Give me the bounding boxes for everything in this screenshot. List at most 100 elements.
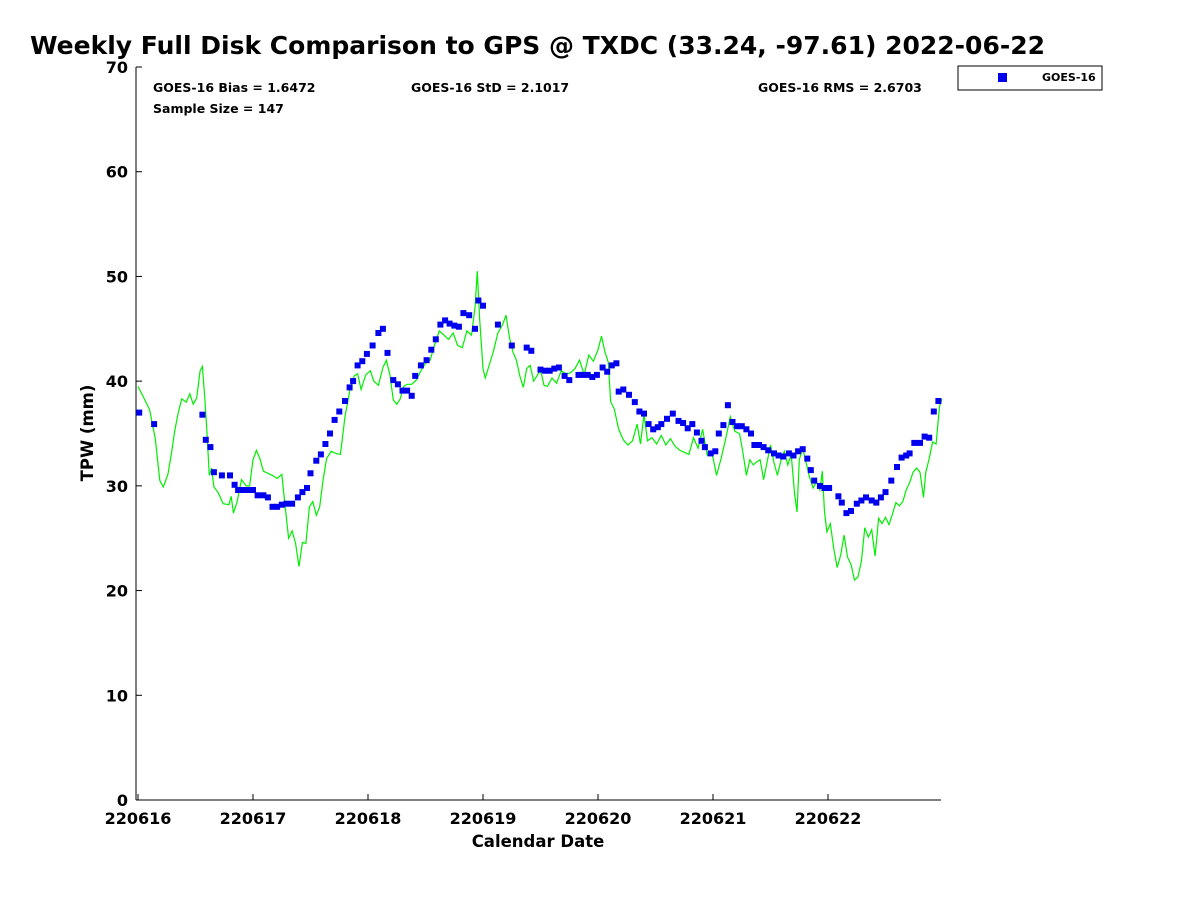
- goes16-point: [528, 347, 535, 354]
- goes16-point: [743, 426, 750, 433]
- goes16-point: [780, 453, 787, 460]
- goes16-point: [631, 399, 638, 406]
- goes16-point: [412, 372, 419, 379]
- goes16-point: [935, 398, 942, 404]
- goes16-point: [283, 500, 290, 507]
- goes16-point: [480, 302, 486, 309]
- goes16-point: [604, 368, 611, 375]
- y-tick-label: 20: [106, 582, 128, 601]
- goes16-point: [307, 470, 314, 477]
- goes16-point: [873, 499, 880, 506]
- goes16-point: [384, 349, 391, 356]
- gps-line: [137, 271, 943, 582]
- goes16-point: [894, 464, 900, 470]
- y-tick-label: 70: [106, 58, 128, 77]
- goes16-point: [451, 322, 458, 329]
- goes16-point: [715, 430, 722, 437]
- goes16-point: [555, 364, 562, 371]
- goes16-point: [756, 442, 762, 448]
- goes16-point: [930, 408, 937, 415]
- goes16-point: [390, 377, 397, 384]
- goes16-point: [227, 472, 233, 479]
- goes16-point: [235, 487, 242, 493]
- goes16-point: [239, 487, 246, 493]
- goes16-point: [446, 320, 453, 327]
- goes16-point: [244, 487, 251, 493]
- goes16-point: [494, 321, 501, 328]
- goes16-point: [664, 415, 670, 422]
- goes16-point: [317, 451, 324, 458]
- x-tick-label: 220622: [795, 809, 862, 828]
- goes16-point: [775, 452, 782, 459]
- goes16-point: [848, 508, 854, 514]
- goes16-point: [399, 387, 406, 394]
- goes16-point: [475, 297, 482, 304]
- goes16-point: [593, 371, 600, 378]
- goes16-point: [707, 450, 714, 457]
- goes16-point: [260, 492, 267, 499]
- goes16-point: [254, 492, 261, 499]
- goes16-point: [790, 452, 797, 459]
- goes16-point: [811, 477, 818, 484]
- goes16-point: [650, 426, 657, 433]
- goes16-point: [926, 434, 933, 441]
- goes16-point: [903, 452, 910, 459]
- x-tick-label: 220619: [450, 809, 517, 828]
- goes16-point: [442, 317, 449, 324]
- goes16-point: [327, 430, 333, 437]
- goes16-point: [508, 342, 515, 349]
- goes16-point: [698, 437, 705, 444]
- goes16-point: [580, 371, 586, 378]
- goes16-point: [589, 374, 596, 380]
- goes16-point: [294, 494, 301, 501]
- y-tick-label: 50: [106, 267, 128, 286]
- y-axis-ticks: 0 10 20 30 40 50 60 70: [106, 58, 142, 810]
- goes16-point: [218, 472, 225, 479]
- goes16-point: [906, 450, 913, 457]
- goes16-point: [375, 330, 382, 336]
- goes16-point: [675, 417, 682, 424]
- goes16-point: [542, 367, 549, 374]
- goes16-point: [620, 386, 627, 393]
- goes16-point: [432, 336, 439, 343]
- goes16-point: [843, 510, 850, 517]
- goes16-point: [684, 425, 691, 432]
- goes16-point: [804, 455, 811, 462]
- goes16-point: [748, 430, 754, 437]
- x-tick-label: 220616: [105, 809, 172, 828]
- goes16-point: [207, 444, 214, 451]
- goes16-point: [599, 364, 606, 371]
- goes16-point: [785, 450, 792, 457]
- goes16-point: [734, 423, 741, 430]
- goes16-point: [363, 350, 370, 357]
- goes16-point: [346, 384, 353, 391]
- goes16-point: [693, 429, 700, 436]
- y-tick-label: 10: [106, 686, 128, 705]
- goes16-point: [472, 325, 478, 332]
- legend-box: [957, 65, 1103, 91]
- goes16-point: [417, 362, 424, 369]
- goes16-point: [546, 367, 553, 374]
- goes16-point: [274, 503, 281, 510]
- goes16-point: [460, 310, 467, 317]
- goes16-series: [136, 297, 942, 517]
- goes16-point: [760, 444, 767, 451]
- sample-size-stat: Sample Size = 147: [153, 101, 284, 116]
- goes16-point: [566, 377, 573, 384]
- bias-stat: GOES-16 Bias = 1.6472: [153, 80, 315, 95]
- y-tick-label: 40: [106, 372, 128, 391]
- goes16-point: [210, 469, 217, 476]
- goes16-point: [289, 500, 296, 507]
- goes16-point: [466, 312, 473, 319]
- goes16-point: [821, 485, 828, 491]
- goes16-point: [765, 447, 772, 454]
- goes16-point: [608, 362, 615, 369]
- goes16-point: [342, 398, 348, 404]
- rms-stat: GOES-16 RMS = 2.6703: [758, 80, 922, 95]
- goes16-point: [322, 441, 329, 447]
- goes16-point: [712, 448, 719, 455]
- goes16-point: [751, 442, 758, 448]
- goes16-point: [199, 411, 206, 418]
- goes16-point: [641, 410, 647, 417]
